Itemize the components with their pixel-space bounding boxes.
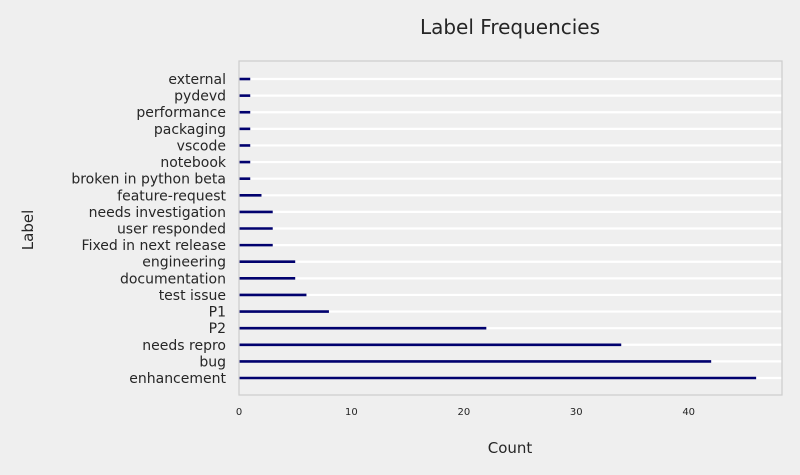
y-tick-label: P2 — [209, 321, 226, 337]
chart-title: Label Frequencies — [420, 15, 600, 39]
y-tick-label: enhancement — [129, 371, 226, 387]
y-tick-label: needs investigation — [89, 205, 226, 221]
x-tick-label: 0 — [236, 407, 242, 418]
y-tick-label: notebook — [160, 155, 227, 171]
y-tick-label: broken in python beta — [71, 172, 226, 188]
y-tick-label: pydevd — [174, 89, 226, 105]
y-tick-label: vscode — [177, 138, 226, 154]
x-tick-label: 10 — [345, 407, 358, 418]
y-tick-label: bug — [199, 354, 226, 370]
y-tick-label: needs repro — [142, 338, 226, 354]
y-tick-label: performance — [136, 105, 226, 121]
y-tick-label: engineering — [142, 255, 226, 271]
x-axis-label: Count — [488, 439, 533, 457]
x-tick-label: 20 — [457, 407, 470, 418]
y-tick-label: feature-request — [117, 188, 226, 204]
y-tick-label: P1 — [209, 305, 226, 321]
y-tick-label: user responded — [117, 222, 226, 238]
axes-frame — [238, 60, 783, 396]
y-tick-label: documentation — [120, 271, 226, 287]
y-axis-label: Label — [19, 210, 37, 250]
x-tick-label: 40 — [682, 407, 695, 418]
y-tick-label: Fixed in next release — [82, 238, 226, 254]
y-tick-label: packaging — [154, 122, 226, 138]
y-tick-label: test issue — [159, 288, 226, 304]
y-tick-label: external — [168, 72, 226, 88]
x-tick-label: 30 — [570, 407, 583, 418]
